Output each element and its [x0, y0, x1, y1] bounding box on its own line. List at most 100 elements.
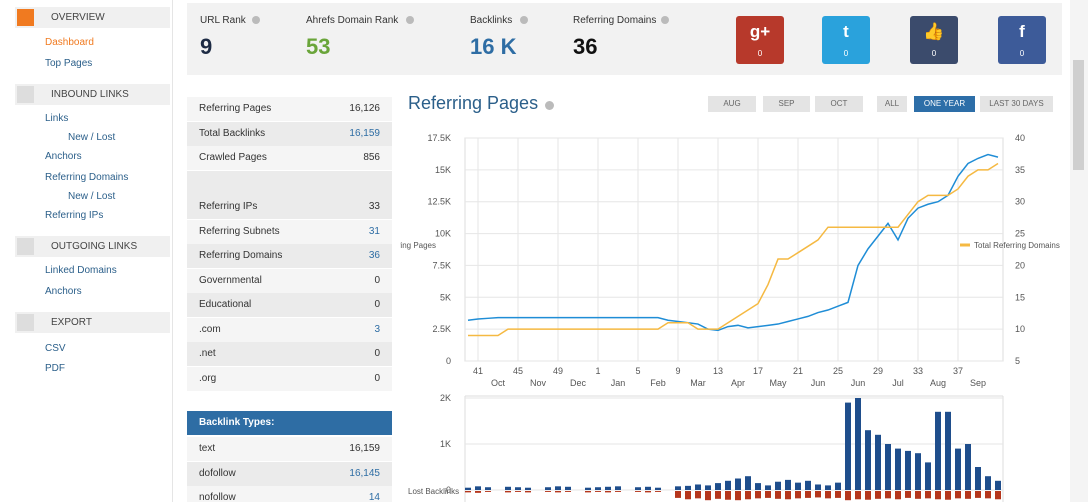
row-value[interactable]: 31: [368, 225, 380, 237]
info-icon[interactable]: [252, 16, 260, 24]
header-text: OVERVIEW: [51, 12, 105, 23]
nav-header[interactable]: INBOUND LINKS: [15, 84, 170, 105]
bar: [985, 476, 991, 490]
bar: [475, 491, 481, 493]
row-label: nofollow: [199, 492, 236, 502]
row-value[interactable]: 14: [368, 492, 380, 502]
lost-label: Lost Backlinks: [408, 487, 459, 496]
icon: [17, 238, 34, 255]
chart: 02.5K5K7.5K10K12.5K15K17.5K5101520253035…: [400, 133, 1060, 502]
month-label: Feb: [650, 378, 666, 388]
social-button[interactable]: [822, 16, 870, 64]
nav-header[interactable]: OVERVIEW: [15, 7, 170, 28]
stat-label: URL Rank: [200, 15, 246, 26]
bar: [595, 487, 601, 490]
month-label: Oct: [491, 378, 506, 388]
info-icon[interactable]: [520, 16, 528, 24]
nav-link[interactable]: PDF: [45, 363, 65, 374]
scroll-thumb[interactable]: [1073, 60, 1084, 170]
bar: [855, 398, 861, 490]
bar: [875, 434, 881, 490]
nav-link[interactable]: Dashboard: [45, 37, 94, 48]
row-value[interactable]: 16,159: [349, 127, 380, 139]
x-tick-label: 49: [553, 366, 563, 376]
bar: [515, 487, 521, 490]
range-button[interactable]: SEP: [763, 96, 810, 112]
row-value: 0: [374, 299, 380, 310]
bar: [725, 480, 731, 490]
chart-title: Referring Pages: [408, 93, 539, 113]
nav-link[interactable]: Referring IPs: [45, 210, 104, 221]
x-tick-label: 45: [513, 366, 523, 376]
month-label: May: [769, 378, 787, 388]
bar: [745, 476, 751, 490]
info-icon[interactable]: [406, 16, 414, 24]
bar: [695, 491, 701, 499]
nav-link[interactable]: Linked Domains: [45, 265, 117, 276]
social-button[interactable]: [998, 16, 1046, 64]
bar: [965, 491, 971, 499]
range-button[interactable]: ALL: [877, 96, 907, 112]
range-button[interactable]: OCT: [815, 96, 863, 112]
bar: [845, 402, 851, 490]
bar: [505, 486, 511, 490]
nav-link[interactable]: Referring Domains: [45, 172, 129, 183]
sidebar: [0, 0, 173, 502]
stat-value: 16 K: [470, 34, 517, 59]
social-button[interactable]: [736, 16, 784, 64]
nav-link[interactable]: New / Lost: [68, 191, 116, 202]
bar: [815, 491, 821, 498]
bar: [825, 491, 831, 499]
info-icon[interactable]: [545, 101, 554, 110]
nav-link[interactable]: Links: [45, 113, 69, 124]
bar: [755, 483, 761, 490]
stat-value: 36: [573, 34, 598, 59]
nav-header[interactable]: EXPORT: [15, 312, 170, 333]
table-row: Educational 0: [187, 293, 392, 317]
bar: [755, 491, 761, 499]
row-label: Total Backlinks: [199, 127, 266, 139]
bar: [505, 491, 511, 493]
nav-link[interactable]: Anchors: [45, 286, 82, 297]
nav-link[interactable]: New / Lost: [68, 132, 116, 143]
row-value[interactable]: 3: [374, 323, 380, 335]
bar: [865, 491, 871, 500]
nav-link[interactable]: CSV: [45, 343, 66, 354]
row-value: 33: [368, 201, 380, 212]
info-icon[interactable]: [661, 16, 669, 24]
bar: [905, 491, 911, 498]
bar: [705, 485, 711, 490]
bar: [835, 491, 841, 498]
social-button[interactable]: [910, 16, 958, 64]
x-tick-label: 17: [753, 366, 763, 376]
y-tick-label: 10K: [435, 229, 451, 239]
range-button[interactable]: AUG: [708, 96, 756, 112]
table-row: text 16,159: [187, 437, 392, 461]
month-label: Nov: [530, 378, 547, 388]
nav-link[interactable]: Anchors: [45, 151, 82, 162]
bar: [605, 486, 611, 490]
bar: [515, 491, 521, 492]
row-value[interactable]: 16,145: [349, 467, 380, 479]
y-tick-label: 0: [446, 356, 451, 366]
icon: [17, 9, 34, 26]
scrollbar[interactable]: [1070, 0, 1088, 502]
month-label: Sep: [970, 378, 986, 388]
stat-label: Backlinks: [470, 15, 513, 26]
bar: [735, 478, 741, 490]
month-label: Jul: [892, 378, 904, 388]
row-value[interactable]: 36: [368, 250, 380, 261]
icon: [17, 314, 34, 331]
line-series: [468, 162, 999, 337]
nav-header[interactable]: OUTGOING LINKS: [15, 236, 170, 257]
row-value: 16,126: [349, 103, 380, 114]
table-row: .net 0: [187, 342, 392, 366]
y-tick-label: 0: [446, 485, 451, 495]
stat-value: 53: [306, 34, 331, 59]
bar: [635, 491, 641, 492]
bar: [765, 485, 771, 490]
nav-link[interactable]: Top Pages: [45, 58, 93, 69]
range-button[interactable]: LAST 30 DAYS: [980, 96, 1053, 112]
range-button[interactable]: ONE YEAR: [914, 96, 975, 112]
row-label: Educational: [199, 299, 252, 310]
